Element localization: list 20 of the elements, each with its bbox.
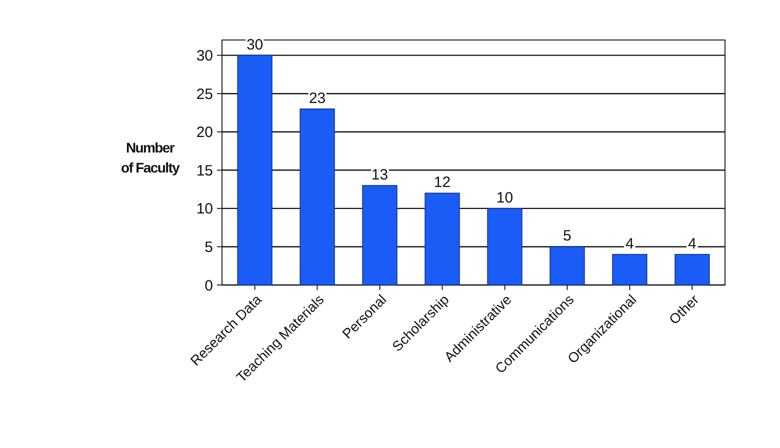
y-axis-title: Number of Faculty — [120, 140, 180, 176]
y-tick-label: 30 — [196, 48, 213, 65]
y-tick-label: 0 — [204, 277, 213, 294]
bar — [612, 254, 648, 286]
bar — [487, 208, 522, 286]
y-tick-label: 25 — [196, 86, 213, 103]
bar — [550, 246, 585, 286]
bar — [300, 108, 335, 286]
y-tick-label: 5 — [204, 238, 213, 256]
y-tick-label: 15 — [196, 162, 213, 180]
data-label: 5 — [563, 228, 572, 245]
data-label: 12 — [434, 174, 451, 192]
y-tick-label: 10 — [196, 200, 213, 218]
bar — [424, 192, 460, 286]
data-label: 10 — [496, 189, 514, 206]
y-tick-label: 20 — [196, 124, 213, 142]
bar — [362, 185, 398, 286]
bar — [237, 54, 272, 286]
bar — [674, 254, 710, 286]
data-label: 30 — [246, 36, 264, 54]
